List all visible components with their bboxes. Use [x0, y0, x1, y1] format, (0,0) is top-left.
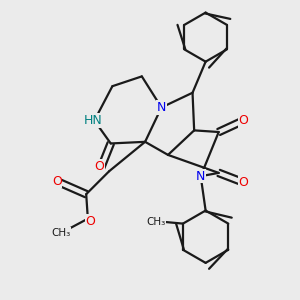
- Text: N: N: [157, 101, 166, 114]
- Text: CH₃: CH₃: [146, 217, 165, 227]
- Text: O: O: [52, 175, 62, 188]
- Text: CH₃: CH₃: [51, 228, 70, 238]
- Text: O: O: [85, 215, 95, 228]
- Text: O: O: [94, 160, 104, 173]
- Text: HN: HN: [83, 114, 102, 127]
- Text: N: N: [196, 170, 206, 183]
- Text: O: O: [238, 176, 248, 189]
- Text: O: O: [238, 114, 248, 127]
